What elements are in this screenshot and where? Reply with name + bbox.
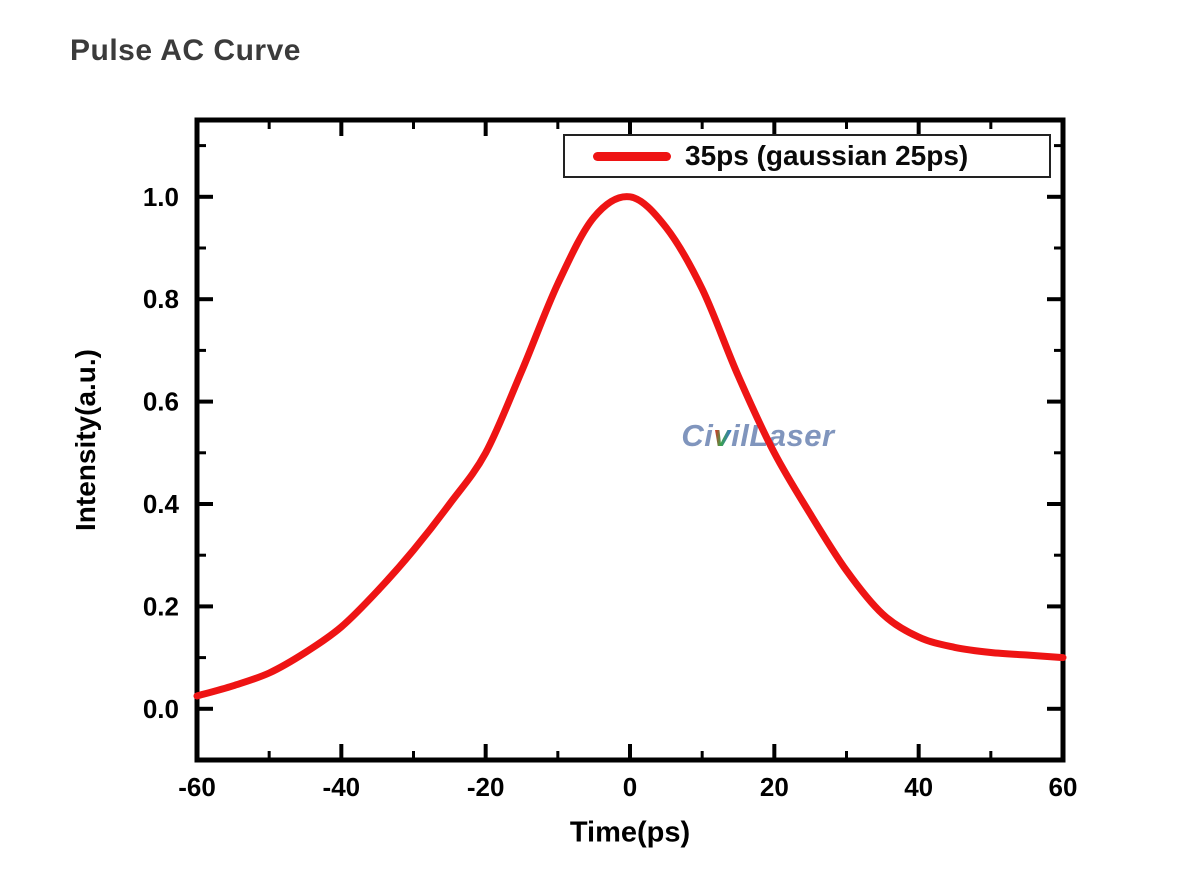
y-tick-label: 0.2	[143, 591, 179, 621]
x-tick-label: -40	[323, 772, 361, 802]
legend-entry-label: 35ps (gaussian 25ps)	[685, 140, 969, 171]
watermark-text-v: v	[713, 418, 732, 453]
x-tick-label: 60	[1049, 772, 1078, 802]
y-tick-label: 0.6	[143, 387, 179, 417]
legend-line-swatch	[593, 151, 671, 161]
x-tick-label: -60	[178, 772, 216, 802]
y-tick-label: 0.8	[143, 284, 179, 314]
x-tick-label: -20	[467, 772, 505, 802]
y-tick-label: 0.4	[143, 489, 180, 519]
watermark-text-post: ilLaser	[731, 418, 835, 453]
plot-frame	[194, 117, 1066, 763]
pulse-curve	[193, 193, 1067, 700]
legend: 35ps (gaussian 25ps)	[563, 134, 1051, 178]
x-axis-title: Time(ps)	[569, 816, 691, 849]
watermark-civillaser: CivilLaser	[681, 418, 834, 454]
y-tick-label: 1.0	[143, 182, 179, 212]
page-title: Pulse AC Curve	[70, 34, 301, 67]
x-tick-label: 0	[623, 772, 637, 802]
x-tick-label: 20	[760, 772, 789, 802]
x-tick-label: 40	[904, 772, 933, 802]
y-tick-label: 0.0	[143, 694, 179, 724]
watermark-text-pre: Ci	[681, 418, 714, 453]
